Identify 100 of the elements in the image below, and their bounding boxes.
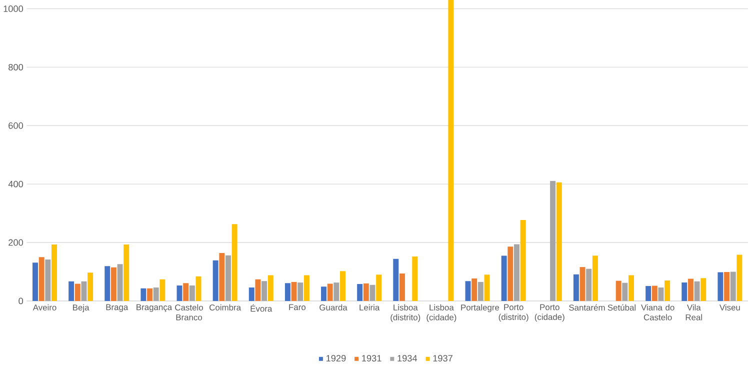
bar (501, 255, 507, 301)
bar (393, 258, 399, 301)
bar (298, 282, 304, 301)
x-tick-label: Faro (289, 304, 306, 310)
bar (110, 267, 116, 301)
bar (573, 274, 579, 301)
bar (196, 276, 202, 301)
bar (399, 273, 405, 301)
bar (718, 272, 724, 301)
bar (32, 262, 38, 301)
bar (74, 284, 80, 301)
bar (45, 259, 51, 301)
legend-label: 1931 (362, 354, 382, 362)
bar (700, 278, 706, 301)
bar (117, 264, 123, 301)
bar (622, 282, 628, 301)
bar (724, 272, 730, 301)
bar (38, 256, 44, 301)
x-tick-label: Lisboa (cidade) (426, 304, 456, 322)
bar (68, 281, 74, 301)
bar (646, 286, 652, 301)
bar (176, 285, 182, 301)
y-tick-label: 200 (8, 239, 24, 246)
bar (363, 283, 369, 301)
bar (682, 282, 688, 301)
x-tick-label: Lisboa (distrito) (390, 304, 420, 322)
bar (508, 246, 514, 301)
bar (334, 282, 340, 301)
bar (586, 268, 592, 301)
bar (694, 281, 700, 301)
bar (736, 254, 742, 301)
x-tick-label: Porto (distrito) (498, 304, 528, 322)
bar (104, 266, 110, 301)
bar (592, 255, 598, 301)
bar (160, 279, 166, 301)
bar (262, 280, 268, 301)
y-tick-label: 800 (8, 64, 24, 70)
bar (357, 284, 363, 301)
bar (580, 266, 586, 301)
bar (448, 0, 454, 301)
y-tick-label: 1000 (4, 5, 24, 12)
bar (321, 286, 326, 301)
legend-label: 1929 (326, 354, 346, 362)
bar (88, 272, 94, 301)
bar (268, 275, 274, 301)
legend-label: 1934 (398, 354, 418, 362)
bar (225, 255, 231, 301)
bar (284, 282, 290, 301)
x-tick-label: Viseu (720, 304, 740, 310)
bar (248, 287, 254, 301)
x-tick-label: Santarém (569, 304, 605, 310)
x-tick-label: Setúbal (608, 304, 636, 310)
bar (484, 274, 490, 301)
x-tick-label: Portalegre (461, 304, 500, 312)
bar (556, 182, 562, 301)
bar (140, 288, 146, 301)
x-tick-label: Vila Real (686, 304, 702, 320)
x-tick-label: Beja (73, 304, 90, 312)
bar (478, 282, 484, 301)
x-tick-label: Coimbra (210, 304, 242, 310)
bar (52, 244, 57, 301)
y-tick-label: 0 (18, 298, 24, 304)
x-tick-label: Castelo Branco (175, 304, 203, 320)
bar (664, 280, 670, 301)
bar (255, 279, 261, 301)
bar (183, 282, 189, 301)
bar (291, 282, 297, 301)
bar (550, 180, 556, 301)
bar (412, 256, 418, 301)
bar (370, 284, 376, 301)
bar (124, 244, 130, 301)
bar (189, 285, 195, 301)
bar (730, 272, 736, 301)
bar (520, 220, 526, 301)
bar (652, 286, 658, 301)
x-tick-label: Évora (250, 304, 272, 312)
bar (340, 270, 346, 301)
bar (232, 224, 238, 301)
bar (153, 287, 159, 301)
bar (304, 275, 310, 301)
bar (688, 278, 694, 301)
bar (219, 252, 225, 301)
bar (658, 287, 664, 301)
x-tick-label: Aveiro (32, 304, 56, 310)
x-tick-label: Viana do Castelo (641, 304, 674, 320)
legend-label: 1937 (433, 354, 452, 362)
bar (81, 281, 87, 301)
bar (147, 288, 153, 301)
y-tick-label: 400 (8, 180, 24, 188)
x-tick-label: Braga (106, 304, 128, 312)
bar (616, 280, 622, 301)
bar (465, 280, 471, 301)
x-tick-label: Leiria (360, 304, 380, 310)
bar (212, 260, 218, 301)
bar (514, 244, 520, 301)
bar (327, 284, 333, 301)
x-tick-label: Porto (cidade) (534, 304, 564, 322)
x-tick-label: Bragança (136, 304, 172, 312)
bar (472, 278, 478, 301)
x-tick-label: Guarda (320, 304, 348, 310)
